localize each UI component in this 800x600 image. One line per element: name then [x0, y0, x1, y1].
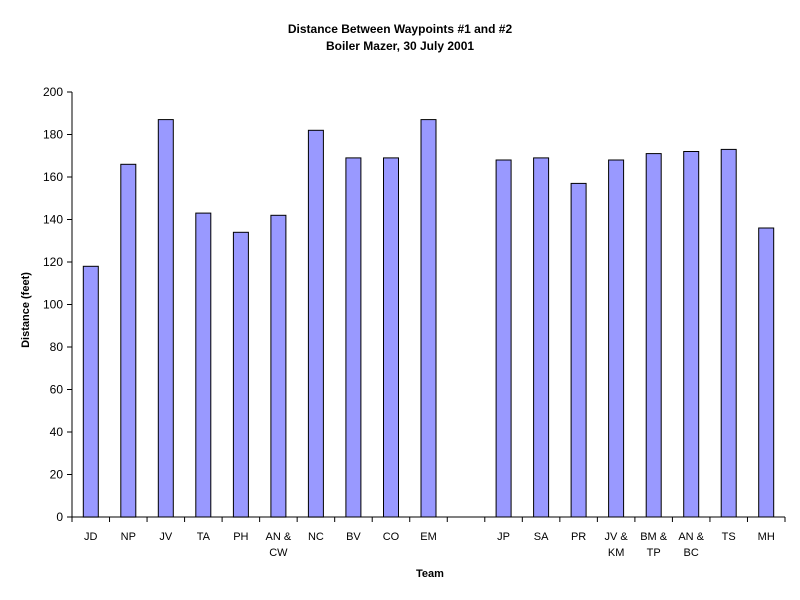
- bar: [232, 231, 249, 518]
- x-tick-label: KM: [608, 547, 625, 559]
- x-tick-label: BM &: [640, 531, 668, 543]
- y-tick-label: 120: [43, 255, 63, 269]
- bar: [608, 159, 625, 518]
- bar: [758, 227, 775, 518]
- y-tick-label: 80: [50, 340, 64, 354]
- chart-subtitle: Boiler Mazer, 30 July 2001: [326, 39, 474, 53]
- bar: [495, 159, 512, 518]
- y-tick-label: 180: [43, 128, 63, 142]
- chart-title: Distance Between Waypoints #1 and #2: [288, 22, 513, 36]
- y-tick-label: 20: [50, 468, 64, 482]
- bar: [720, 148, 737, 518]
- bar: [570, 182, 587, 518]
- x-tick-label: MH: [758, 531, 775, 543]
- bar: [195, 212, 212, 518]
- y-tick-label: 140: [43, 213, 63, 227]
- x-tick-label: SA: [534, 531, 549, 543]
- x-tick-label: TA: [197, 531, 211, 543]
- bar: [120, 163, 137, 518]
- x-tick-label: CO: [383, 531, 400, 543]
- y-tick-label: 100: [43, 298, 63, 312]
- y-tick-label: 160: [43, 170, 63, 184]
- bars-group: [82, 119, 775, 518]
- x-tick-label: AN &: [266, 531, 292, 543]
- x-tick-label: EM: [420, 531, 437, 543]
- bar: [683, 151, 700, 518]
- bar: [82, 265, 99, 518]
- x-axis-title: Team: [416, 568, 444, 580]
- y-axis: 0 20 40 60 80 100 120 140 160 180 200: [43, 85, 73, 524]
- bar: [383, 157, 399, 518]
- x-tick-label: JV: [159, 531, 173, 543]
- bar: [420, 119, 437, 518]
- x-tick-label: PR: [571, 531, 586, 543]
- x-tick-label: BC: [684, 547, 699, 559]
- x-tick-label: CW: [269, 547, 288, 559]
- bar: [345, 157, 362, 518]
- y-tick-label: 0: [56, 510, 63, 524]
- x-tick-label: JD: [84, 531, 98, 543]
- x-tick-label: AN &: [678, 531, 704, 543]
- y-tick-label: 200: [43, 85, 63, 99]
- x-tick-label: TS: [722, 531, 736, 543]
- x-tick-label: TP: [647, 547, 661, 559]
- bar: [270, 214, 287, 518]
- x-tick-label: PH: [233, 531, 248, 543]
- bar: [157, 119, 174, 518]
- bar: [645, 153, 662, 518]
- x-tick-label: NP: [121, 531, 136, 543]
- x-tick-label: JV &: [605, 531, 629, 543]
- bar: [533, 157, 550, 518]
- x-axis: JD NP JV TA PH AN & CW NC BV CO EM JP SA PR JV & KM BM &…: [71, 516, 786, 559]
- x-tick-label: BV: [346, 531, 361, 543]
- bar: [307, 129, 324, 518]
- x-tick-label: NC: [308, 531, 324, 543]
- y-tick-label: 40: [50, 425, 64, 439]
- y-tick-label: 60: [50, 383, 64, 397]
- x-tick-label: JP: [497, 531, 510, 543]
- y-axis-title: Distance (feet): [20, 272, 32, 348]
